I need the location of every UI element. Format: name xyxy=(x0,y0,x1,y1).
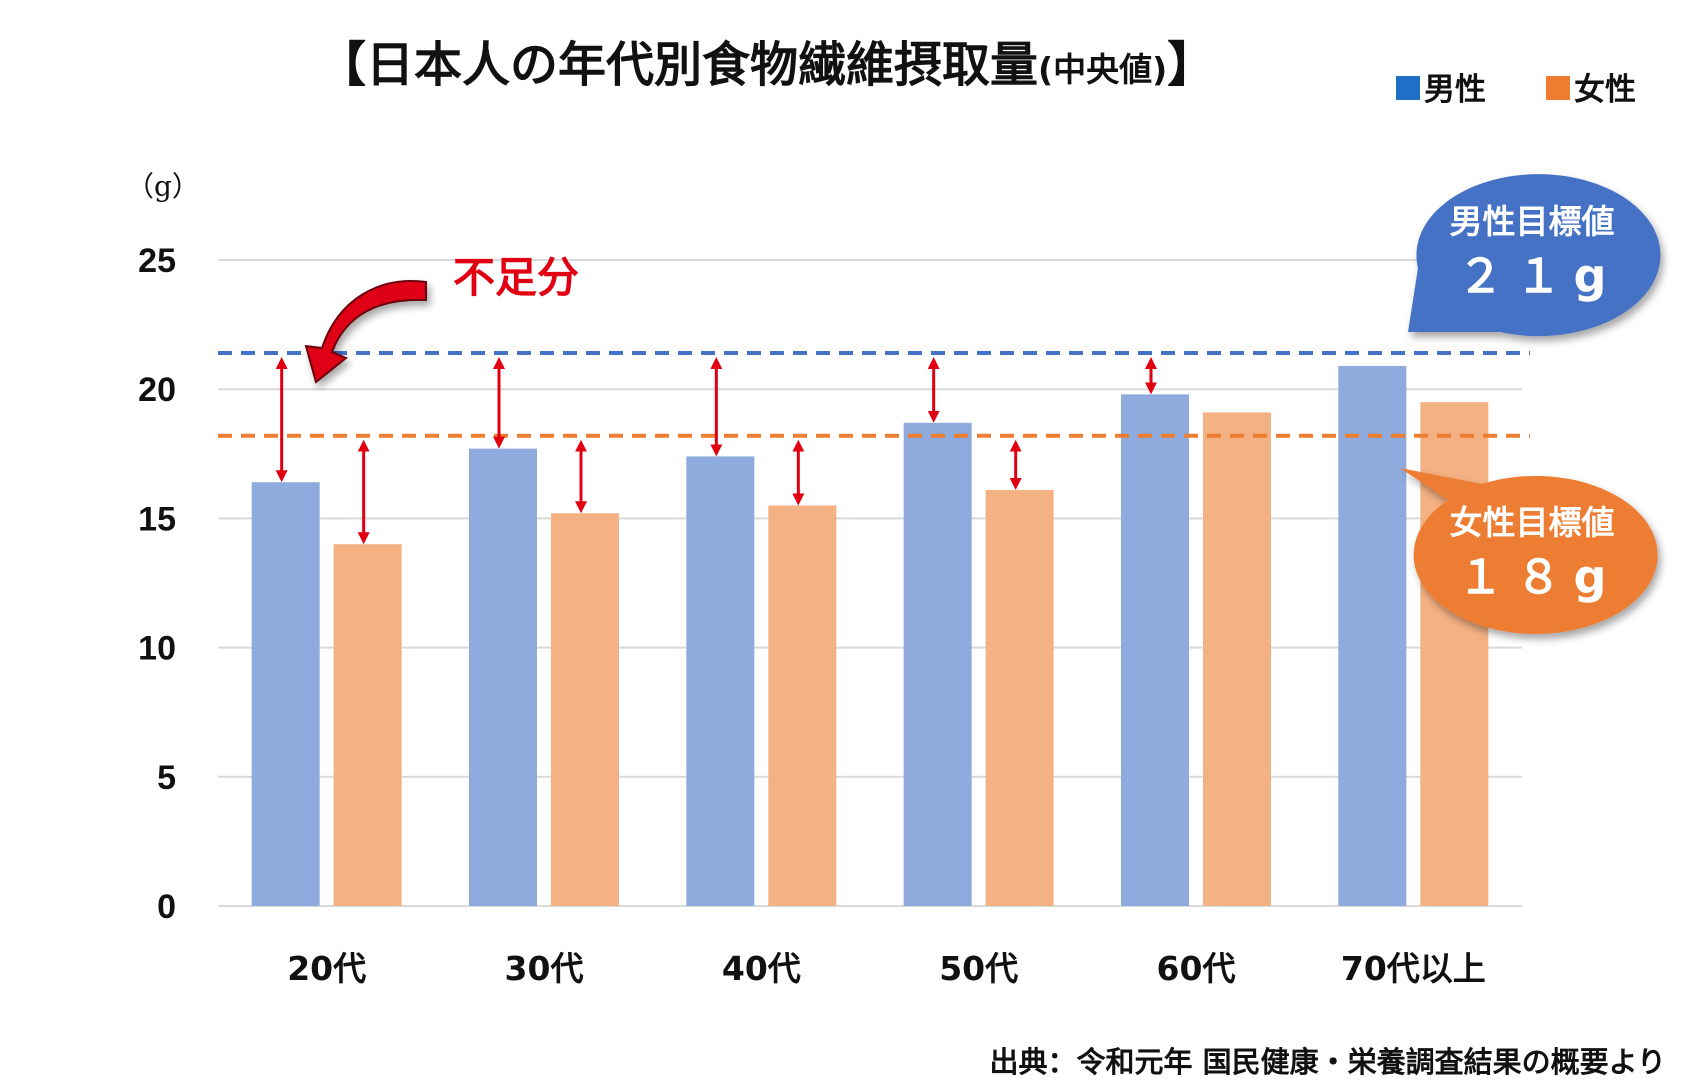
target-lines xyxy=(218,351,1530,438)
bar-female xyxy=(551,513,619,906)
y-axis-ticks: 0 5 10 15 20 25 xyxy=(138,242,176,926)
x-category-label: 40代 xyxy=(722,949,801,988)
bar-female xyxy=(985,489,1054,906)
x-axis-labels: 20代 30代 40代 50代 60代 70代以上 xyxy=(287,949,1486,988)
source-note: 出典：令和元年 国民健康・栄養調査結果の概要より xyxy=(989,1045,1666,1079)
shortfall-label: 不足分 xyxy=(453,253,579,302)
legend-label-female: 女性 xyxy=(1574,72,1636,108)
bar-male xyxy=(251,482,320,906)
chart-title: 【日本人の年代別食物繊維摂取量(中央値)】 xyxy=(318,37,1215,93)
bar-male xyxy=(1121,394,1189,906)
x-category-label: 20代 xyxy=(287,949,366,988)
male-callout-bubble xyxy=(1408,174,1661,337)
legend-swatch-female xyxy=(1546,76,1570,100)
legend-swatch-male xyxy=(1396,76,1420,100)
shortfall-callout: 不足分 xyxy=(304,253,579,384)
y-tick-label: 0 xyxy=(157,888,176,926)
female-callout-value: １８g xyxy=(1458,550,1619,604)
legend: 男性 女性 xyxy=(1396,72,1636,108)
bar-male xyxy=(469,448,537,906)
y-tick-label: 25 xyxy=(138,242,176,280)
curved-arrow-icon xyxy=(304,280,427,384)
male-callout-label: 男性目標値 xyxy=(1450,202,1615,241)
bar-female xyxy=(333,544,402,906)
bar-female xyxy=(768,505,837,906)
x-category-label: 60代 xyxy=(1157,949,1236,988)
y-axis-unit: （g） xyxy=(126,170,200,203)
male-target-callout xyxy=(1408,174,1661,337)
y-tick-label: 15 xyxy=(138,500,176,538)
female-callout-label: 女性目標値 xyxy=(1450,503,1615,542)
y-tick-label: 10 xyxy=(138,630,176,668)
shortfall-arrows xyxy=(275,357,1157,545)
bar-male xyxy=(1338,365,1407,907)
x-category-label: 70代以上 xyxy=(1341,949,1486,988)
bar-female xyxy=(1203,412,1271,906)
x-category-label: 30代 xyxy=(505,949,584,988)
female-callout-bubble xyxy=(1400,468,1658,634)
bar-male xyxy=(686,456,755,906)
male-callout-value: ２１g xyxy=(1458,249,1619,303)
female-target-callout xyxy=(1400,468,1658,634)
bars xyxy=(251,365,1489,907)
y-tick-label: 5 xyxy=(157,759,176,797)
x-category-label: 50代 xyxy=(939,949,1018,988)
bar-male xyxy=(903,422,972,906)
grid-lines xyxy=(218,259,1522,907)
y-tick-label: 20 xyxy=(138,371,176,409)
legend-label-male: 男性 xyxy=(1424,72,1486,108)
